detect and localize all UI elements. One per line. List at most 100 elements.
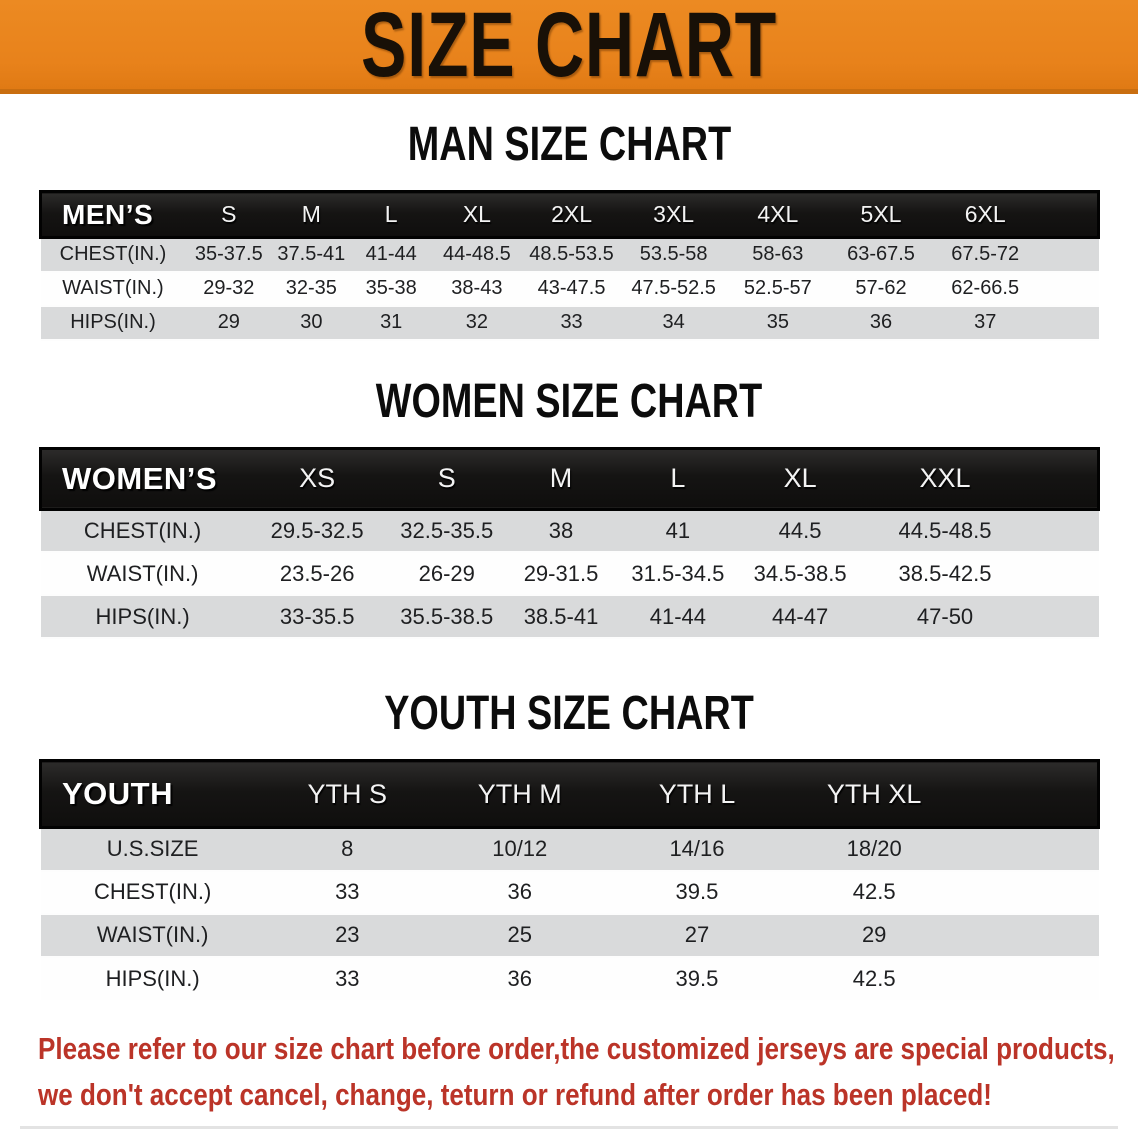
size-cell: 42.5 bbox=[784, 956, 965, 1000]
size-cell: 10/12 bbox=[429, 826, 610, 872]
size-cell: 25 bbox=[429, 912, 610, 958]
size-cell: 33 bbox=[264, 956, 430, 1000]
row-label: WAIST(IN.) bbox=[40, 552, 245, 595]
row-label: CHEST(IN.) bbox=[40, 236, 186, 273]
size-cell: 26-29 bbox=[389, 552, 504, 595]
size-cell: 23.5-26 bbox=[244, 552, 390, 595]
women-section-heading: WOMEN SIZE CHART bbox=[375, 372, 763, 428]
size-cell: 27 bbox=[609, 912, 785, 958]
women-waist-row: WAIST(IN.) 23.5-26 26-29 29-31.5 31.5-34… bbox=[40, 552, 1099, 595]
women-hips-row: HIPS(IN.) 33-35.5 35.5-38.5 38.5-41 41-4… bbox=[40, 594, 1099, 639]
size-cell: 29 bbox=[185, 304, 273, 341]
size-chart-banner: SIZE CHART bbox=[0, 0, 1138, 94]
size-cell: 33 bbox=[521, 304, 622, 341]
size-cell: 14/16 bbox=[609, 826, 785, 872]
size-cell: 62-66.5 bbox=[932, 271, 1039, 306]
row-label: CHEST(IN.) bbox=[40, 870, 265, 914]
youth-section-heading-wrap: YOUTH SIZE CHART bbox=[0, 687, 1138, 739]
size-cell: 57-62 bbox=[829, 271, 933, 306]
size-cell: 36 bbox=[429, 870, 610, 914]
women-size-col-s: S bbox=[389, 446, 504, 511]
size-cell: 44.5 bbox=[737, 508, 863, 553]
women-size-col-xl: XL bbox=[737, 446, 863, 511]
size-cell: 43-47.5 bbox=[521, 271, 622, 306]
size-cell: 34 bbox=[621, 304, 727, 341]
row-label: CHEST(IN.) bbox=[40, 508, 245, 553]
size-cell: 32 bbox=[431, 304, 522, 341]
size-cell: 38.5-42.5 bbox=[862, 552, 1028, 595]
men-size-col-3xl: 3XL bbox=[621, 190, 727, 239]
spacer-cell bbox=[1027, 508, 1099, 553]
men-size-col-5xl: 5XL bbox=[829, 190, 933, 239]
women-header-row: WOMEN’S XS S M L XL XXL bbox=[38, 446, 1100, 511]
youth-header-label: YOUTH bbox=[62, 776, 173, 811]
size-cell: 35 bbox=[726, 304, 830, 341]
men-size-table: MEN’S S M L XL 2XL 3XL 4XL 5XL 6XL CHEST… bbox=[39, 190, 1101, 341]
size-cell: 29-32 bbox=[185, 271, 273, 306]
size-cell: 32.5-35.5 bbox=[389, 508, 504, 553]
women-size-table: WOMEN’S XS S M L XL XXL CHEST(IN.) 29.5-… bbox=[38, 446, 1100, 639]
size-cell: 36 bbox=[829, 304, 933, 341]
women-size-col-l: L bbox=[618, 446, 738, 511]
row-label: U.S.SIZE bbox=[40, 826, 265, 872]
spacer-cell bbox=[964, 870, 1099, 914]
size-cell: 41-44 bbox=[350, 236, 432, 273]
size-cell: 32-35 bbox=[272, 271, 351, 306]
size-cell: 48.5-53.5 bbox=[521, 236, 622, 273]
youth-size-table: YOUTH YTH S YTH M YTH L YTH XL U.S.SIZE … bbox=[38, 759, 1101, 1000]
men-size-col-xl: XL bbox=[431, 190, 522, 239]
bottom-divider bbox=[20, 1126, 1118, 1129]
women-header-spacer bbox=[1027, 446, 1100, 511]
women-header-label: WOMEN’S bbox=[62, 460, 218, 496]
men-header-row: MEN’S S M L XL 2XL 3XL 4XL 5XL 6XL bbox=[39, 190, 1101, 239]
size-cell: 38.5-41 bbox=[503, 594, 619, 639]
spacer-cell bbox=[1038, 304, 1099, 341]
row-label: HIPS(IN.) bbox=[40, 956, 265, 1000]
size-cell: 30 bbox=[272, 304, 351, 341]
men-size-col-l: L bbox=[350, 190, 432, 239]
youth-ussize-row: U.S.SIZE 8 10/12 14/16 18/20 bbox=[40, 826, 1099, 872]
men-size-col-6xl: 6XL bbox=[932, 190, 1039, 239]
men-header-label: MEN’S bbox=[62, 198, 154, 230]
size-cell: 42.5 bbox=[784, 870, 965, 914]
disclaimer-text-1: Please refer to our size chart before or… bbox=[38, 1030, 1115, 1066]
men-waist-row: WAIST(IN.) 29-32 32-35 35-38 38-43 43-47… bbox=[40, 271, 1099, 306]
size-cell: 58-63 bbox=[726, 236, 830, 273]
disclaimer-line-2: we don't accept cancel, change, teturn o… bbox=[38, 1072, 1138, 1118]
size-cell: 38-43 bbox=[431, 271, 522, 306]
size-cell: 37.5-41 bbox=[272, 236, 351, 273]
size-cell: 53.5-58 bbox=[621, 236, 727, 273]
size-cell: 31.5-34.5 bbox=[618, 552, 738, 595]
banner-title: SIZE CHART bbox=[361, 0, 777, 96]
size-cell: 29 bbox=[784, 912, 965, 958]
size-cell: 47-50 bbox=[862, 594, 1028, 639]
men-size-col-4xl: 4XL bbox=[726, 190, 830, 239]
size-cell: 33-35.5 bbox=[244, 594, 390, 639]
youth-size-col-xl: YTH XL bbox=[784, 759, 965, 829]
spacer-cell bbox=[1027, 594, 1099, 639]
men-chest-row: CHEST(IN.) 35-37.5 37.5-41 41-44 44-48.5… bbox=[40, 236, 1099, 273]
size-cell: 35.5-38.5 bbox=[389, 594, 504, 639]
size-cell: 35-37.5 bbox=[185, 236, 273, 273]
size-cell: 44-47 bbox=[737, 594, 863, 639]
size-cell: 41 bbox=[618, 508, 738, 553]
size-cell: 44.5-48.5 bbox=[862, 508, 1028, 553]
size-cell: 39.5 bbox=[609, 870, 785, 914]
disclaimer-line-1: Please refer to our size chart before or… bbox=[38, 1026, 1138, 1072]
row-label: WAIST(IN.) bbox=[40, 912, 265, 958]
youth-hips-row: HIPS(IN.) 33 36 39.5 42.5 bbox=[40, 956, 1099, 1000]
size-cell: 67.5-72 bbox=[932, 236, 1039, 273]
row-label: HIPS(IN.) bbox=[40, 594, 245, 639]
youth-header-row: YOUTH YTH S YTH M YTH L YTH XL bbox=[38, 759, 1101, 829]
row-label: HIPS(IN.) bbox=[40, 304, 186, 341]
men-size-col-m: M bbox=[272, 190, 351, 239]
size-cell: 8 bbox=[264, 826, 430, 872]
youth-size-col-m: YTH M bbox=[429, 759, 610, 829]
women-chest-row: CHEST(IN.) 29.5-32.5 32.5-35.5 38 41 44.… bbox=[40, 508, 1099, 553]
women-size-col-xs: XS bbox=[244, 446, 390, 511]
size-cell: 29.5-32.5 bbox=[244, 508, 390, 553]
size-cell: 47.5-52.5 bbox=[621, 271, 727, 306]
youth-header-spacer bbox=[964, 759, 1101, 829]
row-label: WAIST(IN.) bbox=[40, 271, 186, 306]
men-section-heading-wrap: MAN SIZE CHART bbox=[0, 118, 1138, 170]
